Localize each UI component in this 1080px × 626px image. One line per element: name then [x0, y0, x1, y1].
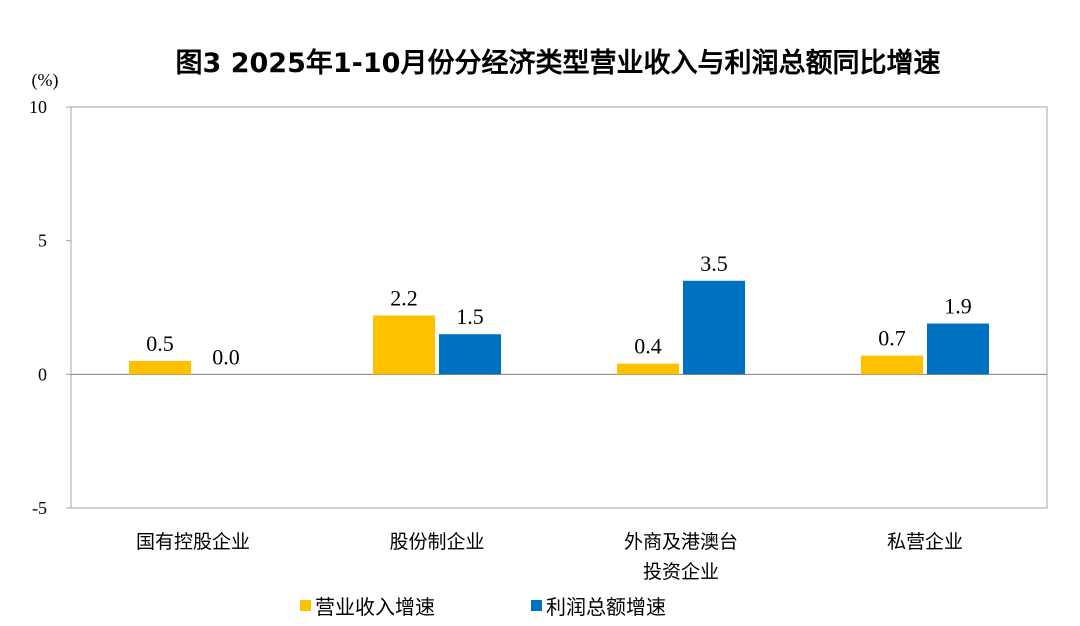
- category-label: 投资企业: [643, 561, 719, 583]
- legend-label: 利润总额增速: [546, 595, 666, 619]
- plot-area: [70, 106, 1048, 509]
- category-label: 外商及港澳台: [624, 531, 738, 553]
- data-label: 1.9: [944, 294, 972, 319]
- bar-revenue: [861, 355, 923, 375]
- data-label: 0.0: [212, 344, 240, 369]
- data-label: 0.7: [878, 326, 906, 351]
- legend-swatch: [531, 600, 542, 611]
- data-label: 0.5: [146, 331, 174, 356]
- bar-revenue: [373, 315, 435, 375]
- bar-profit: [927, 323, 989, 375]
- data-label: 2.2: [390, 286, 418, 311]
- category-label: 股份制企业: [389, 531, 484, 553]
- chart-title: 图3 2025年1-10月份分经济类型营业收入与利润总额同比增速: [176, 47, 941, 79]
- y-tick-label: 10: [29, 97, 47, 117]
- bar-profit: [439, 334, 501, 375]
- category-label: 私营企业: [887, 531, 963, 553]
- data-label: 3.5: [700, 251, 728, 276]
- y-tick-label: 0: [38, 364, 47, 384]
- category-label: 国有控股企业: [136, 531, 250, 553]
- y-tick-label: 5: [38, 231, 47, 251]
- bar-revenue: [129, 360, 191, 375]
- legend-label: 营业收入增速: [315, 595, 435, 619]
- legend-swatch: [300, 600, 311, 611]
- y-axis-unit: (%): [32, 70, 59, 91]
- data-label: 0.4: [634, 334, 662, 359]
- data-label: 1.5: [456, 304, 484, 329]
- y-tick-label: -5: [32, 498, 47, 518]
- bar-revenue: [617, 363, 679, 375]
- bar-profit: [683, 280, 745, 375]
